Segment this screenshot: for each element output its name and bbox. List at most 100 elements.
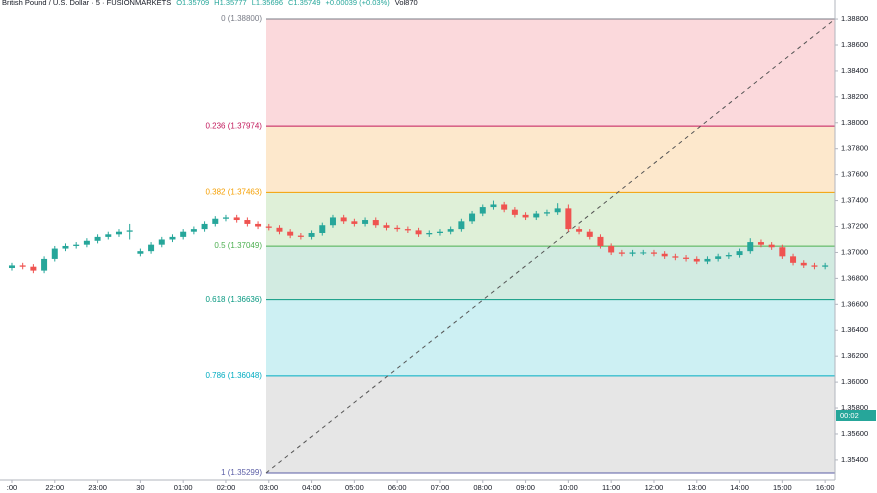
candle-body [158,239,165,245]
candle-body [683,257,690,259]
x-tick-label: :00 [7,483,17,492]
y-tick-label: 1.36200 [841,351,868,360]
candle-body [51,248,58,259]
candle-body [436,231,443,233]
candle-body [543,212,550,214]
candle-body [469,213,476,222]
chart-title: British Pound / U.S. Dollar · 5 · FUSION… [2,0,171,7]
fib-level-label: 0.618 (1.36636) [205,295,262,304]
candle-body [233,217,240,221]
candle-body [287,231,294,236]
fib-zone [265,126,836,193]
candle-body [790,256,797,263]
candle-body [222,217,229,219]
candle-body [608,245,615,253]
y-tick-label: 1.38800 [841,14,868,23]
y-tick-label: 1.37600 [841,170,868,179]
y-tick-label: 1.37800 [841,144,868,153]
fib-level-label: 0.382 (1.37463) [205,188,262,197]
y-tick-label: 1.38400 [841,66,868,75]
candle-body [8,265,15,269]
fib-level-label: 0.236 (1.37974) [205,121,262,130]
candle-body [822,265,829,267]
candle-body [30,266,37,271]
candle-body [747,242,754,252]
x-tick-label: 06:00 [388,483,407,492]
y-tick-label: 1.38000 [841,118,868,127]
y-tick-label: 1.37200 [841,221,868,230]
fib-zone [265,299,836,376]
candle-body [479,207,486,214]
candle-body [201,223,208,230]
candle-body [41,258,48,271]
y-tick-label: 1.35600 [841,429,868,438]
x-tick-label: 08:00 [473,483,492,492]
fib-zone [265,246,836,300]
fib-level-label: 1 (1.35299) [221,468,262,477]
candle-body [757,242,764,245]
candle-body [190,229,197,232]
x-tick-label: 09:00 [516,483,535,492]
x-tick-label: 12:00 [645,483,664,492]
candle-body [255,223,262,227]
y-tick-label: 1.36400 [841,325,868,334]
x-tick-label: 04:00 [302,483,321,492]
candle-body [148,244,155,252]
y-tick-label: 1.38200 [841,92,868,101]
ohlc-value: H1.35777 [214,0,247,7]
candle-body [180,231,187,237]
x-tick-label: 23:00 [88,483,107,492]
x-tick-label: 07:00 [431,483,450,492]
candle-body [576,229,583,232]
candle-body [725,255,732,257]
candle-body [126,230,133,232]
time-axis-bg [0,480,877,493]
y-tick-label: 1.36800 [841,273,868,282]
candle-body [308,232,315,237]
x-tick-label: 30 [136,483,144,492]
candle-body [650,252,657,254]
y-tick-label: 1.35400 [841,455,868,464]
x-tick-label: 05:00 [345,483,364,492]
y-tick-label: 1.38600 [841,40,868,49]
candle-body [629,252,636,254]
candle-body [447,229,454,232]
candle-body [736,251,743,256]
fib-zone [265,375,836,473]
candle-body [511,209,518,215]
candle-body [19,265,26,267]
ohlc-value: C1.35749 [288,0,321,7]
candle-body [383,225,390,228]
fib-zone [265,19,836,127]
x-tick-label: 10:00 [559,483,578,492]
candle-body [83,240,90,245]
fib-level-label: 0.5 (1.37049) [214,241,262,250]
candle-body [661,253,668,257]
candle-body [704,258,711,262]
candle-body [522,214,529,218]
candle-body [329,217,336,226]
candle-body [276,227,283,232]
candle-body [297,235,304,237]
candle-body [362,220,369,224]
ohlc-value: L1.35696 [252,0,283,7]
x-tick-label: 01:00 [174,483,193,492]
candle-body [501,204,508,210]
candle-body [565,208,572,230]
x-tick-label: 14:00 [730,483,749,492]
candle-body [372,220,379,226]
y-tick-label: 1.36000 [841,377,868,386]
countdown: 00:02 [840,411,859,420]
candle-body [351,221,358,224]
candle-body [340,217,347,222]
change: +0.00039 (+0.03%) [326,0,391,7]
candle-body [586,231,593,237]
candle-body [458,221,465,230]
x-tick-label: 02:00 [217,483,236,492]
fib-level-label: 0 (1.38800) [221,14,262,23]
candle-body [640,252,647,254]
x-tick-label: 13:00 [687,483,706,492]
fib-level-label: 0.786 (1.36048) [205,371,262,380]
candle-body [137,251,144,254]
y-tick-label: 1.37000 [841,247,868,256]
